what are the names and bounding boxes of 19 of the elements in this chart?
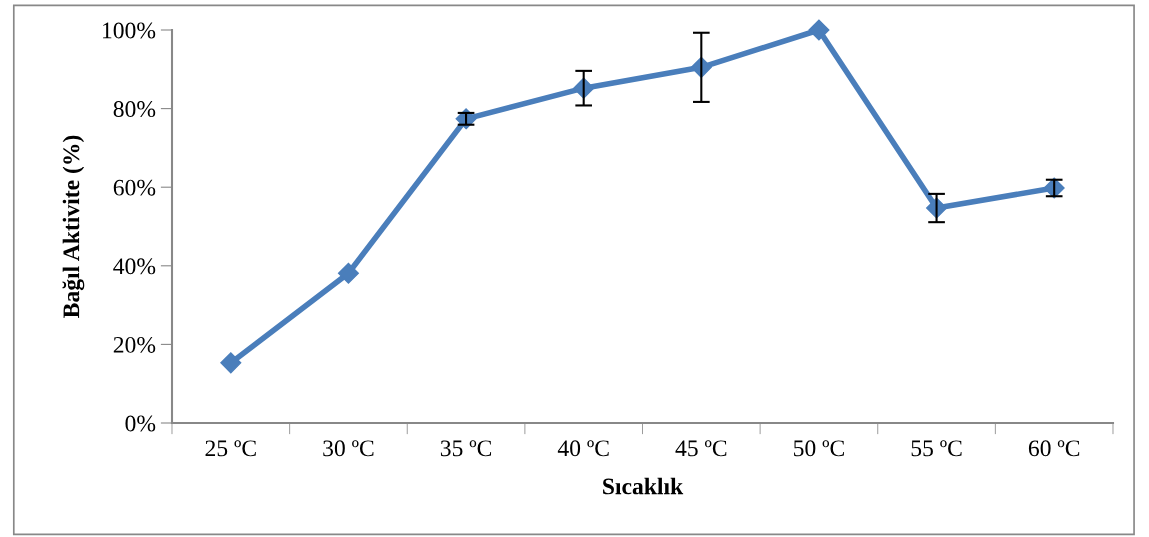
point (808, 19, 830, 41)
x-tick-label: 50 ºC (794, 440, 844, 457)
y-axis-title: Bağıl Aktivite (%) (62, 135, 85, 318)
x-tick-label: 25 ºC (205, 440, 256, 457)
y-tick-label: 40% (113, 258, 156, 275)
y-tick-label: 20% (113, 336, 156, 353)
x-tick-label: 55 ºC (911, 440, 962, 457)
x-tick-label: 35 ºC (440, 440, 492, 457)
x-tick-label: 30 ºC (323, 440, 374, 457)
y-tick-label: 80% (113, 101, 156, 118)
point (337, 262, 359, 284)
y-tick-label: 0% (125, 415, 156, 432)
x-tick-label: 45 ºC (675, 440, 727, 457)
point (220, 352, 242, 374)
x-tick-label: 40 ºC (557, 440, 609, 457)
y-tick-label: 60% (113, 179, 156, 196)
x-tick-label: 60 ºC (1028, 440, 1080, 457)
y-tick-label: 100% (103, 22, 156, 39)
x-axis-title: Sıcaklık (603, 477, 684, 495)
